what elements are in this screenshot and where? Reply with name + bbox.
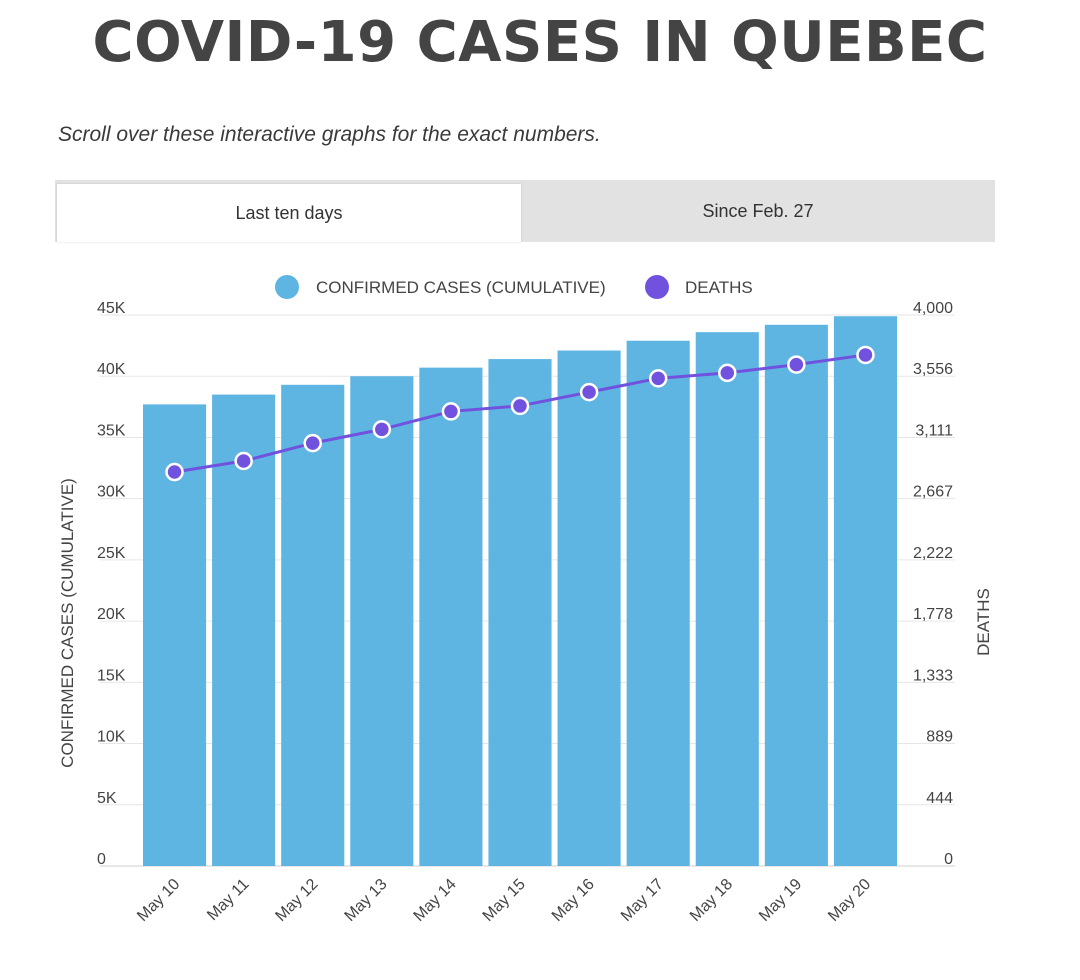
left-tick-label: 15K [97, 667, 126, 684]
left-tick-label: 35K [97, 422, 126, 439]
tab-bar: Last ten days Since Feb. 27 [55, 180, 995, 242]
deaths-point[interactable] [441, 402, 461, 421]
right-tick-label: 1,778 [913, 606, 953, 623]
right-tick-label: 889 [926, 729, 953, 746]
x-tick-label: May 13 [342, 876, 391, 925]
x-tick-label: May 14 [411, 876, 460, 925]
bar-cases[interactable] [557, 350, 621, 866]
bar-cases[interactable] [419, 367, 483, 866]
bar-cases[interactable] [488, 359, 552, 866]
legend: CONFIRMED CASES (CUMULATIVE) DEATHS [275, 275, 753, 299]
right-tick-label: 3,111 [915, 422, 953, 439]
deaths-point[interactable] [718, 363, 737, 383]
x-tick-label: May 19 [756, 876, 805, 925]
right-tick-label: 0 [944, 851, 953, 868]
deaths-point[interactable] [648, 369, 668, 388]
left-tick-label: 0 [97, 851, 106, 868]
left-tick-label: 30K [97, 484, 126, 501]
bar-cases[interactable] [350, 376, 414, 866]
right-axis-ticks: 0 444 889 1,333 1,778 2,222 2,667 3,111 3,556 4,0… [913, 300, 953, 868]
bar-cases[interactable] [764, 324, 828, 867]
deaths-point[interactable] [579, 382, 599, 402]
bar-cases[interactable] [833, 316, 897, 866]
bar-cases[interactable] [212, 394, 276, 866]
x-tick-label: May 12 [272, 876, 321, 925]
legend-deaths-label[interactable]: DEATHS [685, 278, 753, 297]
legend-cases-label[interactable]: CONFIRMED CASES (CUMULATIVE) [316, 278, 606, 297]
right-tick-label: 4,000 [913, 300, 953, 317]
deaths-point[interactable] [510, 396, 530, 416]
x-tick-label: May 20 [825, 876, 874, 925]
right-tick-label: 2,222 [913, 545, 953, 562]
bar-cases[interactable] [281, 384, 345, 866]
deaths-point[interactable] [372, 420, 392, 439]
left-tick-label: 40K [97, 361, 126, 378]
right-tick-label: 444 [926, 790, 953, 807]
deaths-point[interactable] [856, 345, 875, 365]
x-axis-ticks: May 10 May 11 May 12 May 13 May 14 May 15 May … [134, 876, 874, 925]
deaths-point[interactable] [165, 462, 184, 482]
subtitle: Scroll over these interactive graphs for… [58, 123, 601, 146]
left-tick-label: 10K [97, 729, 126, 746]
right-tick-label: 2,667 [913, 484, 953, 501]
x-tick-label: May 11 [204, 876, 252, 924]
left-axis-title: CONFIRMED CASES (CUMULATIVE) [58, 478, 77, 768]
bar-cases[interactable] [143, 404, 207, 866]
legend-deaths-marker[interactable] [645, 275, 669, 299]
left-tick-label: 5K [97, 790, 117, 807]
right-tick-label: 1,333 [913, 667, 953, 684]
tab-last-ten-days[interactable]: Last ten days [57, 184, 521, 242]
deaths-point[interactable] [234, 451, 253, 471]
bar-cases[interactable] [626, 340, 690, 866]
x-tick-label: May 10 [134, 876, 183, 925]
x-tick-label: May 18 [687, 876, 736, 925]
line-series [165, 345, 875, 482]
left-axis-ticks: 0 5K 10K 15K 20K 25K 30K 35K 40K 45K [97, 300, 126, 868]
x-tick-label: May 16 [549, 876, 598, 925]
right-axis-title: DEATHS [974, 588, 993, 656]
deaths-point[interactable] [787, 355, 806, 374]
left-tick-label: 20K [97, 606, 126, 623]
tab-since-feb-27[interactable]: Since Feb. 27 [702, 200, 814, 221]
deaths-point[interactable] [303, 433, 322, 453]
bar-cases[interactable] [695, 332, 759, 866]
legend-cases-marker[interactable] [275, 275, 299, 299]
bar-series [143, 316, 897, 867]
left-tick-label: 45K [97, 300, 126, 317]
left-tick-label: 25K [97, 545, 126, 562]
right-tick-label: 3,556 [913, 361, 953, 378]
page-title: COVID-19 CASES IN QUEBEC [92, 10, 988, 75]
x-tick-label: May 17 [618, 876, 667, 925]
x-tick-label: May 15 [480, 876, 529, 925]
